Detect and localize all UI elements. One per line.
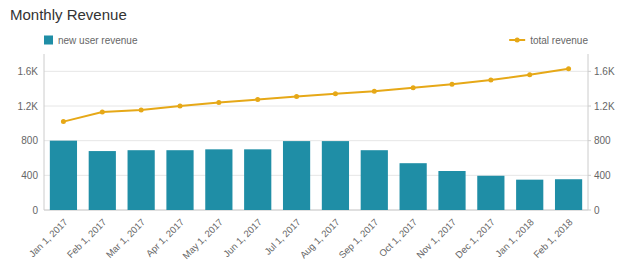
line-point (294, 94, 299, 99)
legend-swatch (44, 36, 53, 45)
bar (89, 151, 116, 210)
y-tick-label: 400 (21, 170, 38, 181)
line (63, 69, 568, 122)
grid-line (44, 140, 588, 141)
line-point (566, 66, 571, 71)
bar (555, 179, 582, 210)
bar (166, 150, 193, 210)
x-tick-label: May 1, 2017 (180, 216, 225, 261)
x-tick-label: Aug 1, 2017 (298, 216, 342, 260)
legend-marker (515, 38, 520, 43)
line-point (255, 97, 260, 102)
line-point (216, 100, 221, 105)
x-tick-label: Jul 1, 2017 (262, 216, 303, 257)
bar (438, 171, 465, 210)
line-point (178, 104, 183, 109)
y2-tick-label: 1.2K (594, 101, 615, 112)
line-point (100, 110, 105, 115)
grid-line (44, 106, 588, 107)
y2-tick-label: 800 (594, 135, 611, 146)
x-tick-label: Jun 1, 2017 (221, 216, 264, 259)
y-tick-label: 800 (21, 135, 38, 146)
x-tick-label: Jan 1, 2018 (493, 216, 536, 259)
line-point (450, 82, 455, 87)
x-tick-label: Feb 1, 2018 (531, 216, 575, 260)
legend-label: new user revenue (58, 35, 138, 46)
bar (283, 141, 310, 210)
bar (400, 163, 427, 210)
y2-tick-label: 1.6K (594, 66, 615, 77)
y2-tick-label: 400 (594, 170, 611, 181)
legend-item: new user revenue (44, 35, 138, 46)
bar (477, 176, 504, 210)
grid-line (44, 175, 588, 176)
legend-label: total revenue (530, 35, 588, 46)
y2-tick-label: 0 (594, 205, 600, 216)
chart-title: Monthly Revenue (10, 6, 127, 23)
grid-line (44, 71, 588, 72)
chart-container: Monthly Revenue 0 400 800 1.2K 1.6K 0 400 800 1.2… (0, 0, 632, 278)
bar (244, 149, 271, 210)
line-point (61, 119, 66, 124)
legend-item: total revenue (509, 35, 588, 46)
legend: new user revenue total revenue (44, 35, 588, 46)
line-point (372, 89, 377, 94)
line-point (411, 85, 416, 90)
x-axis-line (44, 210, 588, 211)
x-tick-label: Feb 1, 2017 (65, 216, 109, 260)
x-tick-label: Dec 1, 2017 (453, 216, 497, 260)
bar (322, 141, 349, 210)
line-point (488, 78, 493, 83)
grid-line (44, 210, 588, 211)
line-point (333, 91, 338, 96)
y2-axis-line (588, 54, 589, 210)
grid (44, 71, 588, 210)
x-tick-label: Mar 1, 2017 (104, 216, 148, 260)
x-tick-label: Nov 1, 2017 (414, 216, 458, 260)
line-point (527, 72, 532, 77)
y-tick-label: 0 (32, 205, 38, 216)
y-axis-line (44, 54, 45, 210)
bar (516, 180, 543, 210)
x-tick-label: Sep 1, 2017 (336, 216, 380, 260)
chart-svg: Monthly Revenue 0 400 800 1.2K 1.6K 0 400 800 1.2… (0, 0, 632, 278)
marks (50, 66, 582, 210)
bar (128, 150, 155, 210)
bar (361, 150, 388, 210)
line-point (139, 107, 144, 112)
y-tick-label: 1.2K (17, 101, 38, 112)
x-tick-label: Jan 1, 2017 (27, 216, 70, 259)
bar (50, 141, 77, 210)
y-tick-label: 1.6K (17, 66, 38, 77)
bar (205, 149, 232, 210)
